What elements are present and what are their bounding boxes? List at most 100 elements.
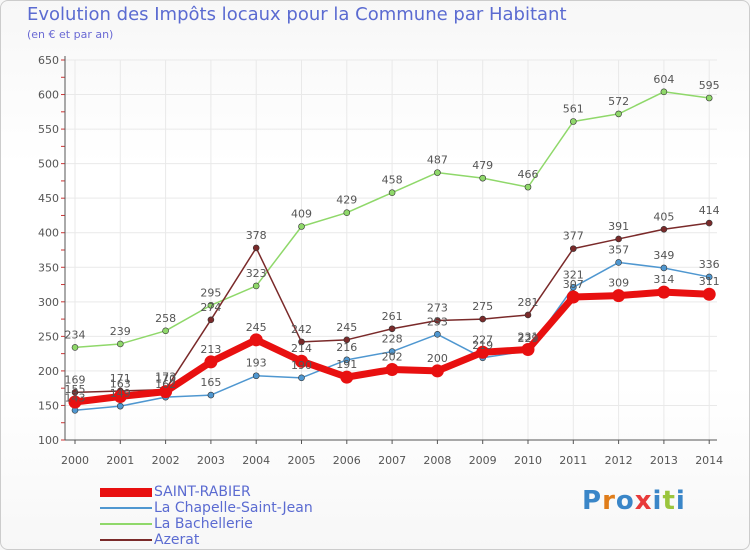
- data-point: [569, 284, 577, 291]
- data-point: [615, 235, 622, 243]
- data-point: [385, 363, 399, 377]
- data-point: [434, 169, 441, 176]
- data-point: [343, 209, 351, 216]
- chart-title: Evolution des Impôts locaux pour la Comm…: [27, 4, 567, 25]
- data-point: [566, 290, 580, 304]
- data-label: 258: [155, 312, 176, 325]
- data-point: [660, 225, 668, 233]
- data-label: 200: [427, 352, 448, 365]
- data-point: [68, 395, 82, 409]
- data-point: [298, 223, 305, 230]
- data-point: [204, 355, 218, 369]
- y-tick-label: 100: [38, 434, 59, 447]
- data-point: [388, 348, 396, 355]
- data-point: [569, 118, 577, 125]
- data-point: [521, 342, 535, 356]
- y-tick-label: 550: [38, 123, 59, 136]
- x-tick-label: 2006: [333, 454, 361, 467]
- data-label: 155: [65, 383, 86, 396]
- y-tick-label: 650: [38, 54, 59, 67]
- data-label: 216: [336, 341, 357, 354]
- data-point: [434, 330, 441, 338]
- legend-label: La Chapelle-Saint-Jean: [154, 500, 313, 516]
- data-label: 170: [155, 373, 176, 386]
- x-tick-label: 2005: [288, 454, 316, 467]
- data-label: 378: [246, 229, 267, 242]
- data-label: 295: [200, 286, 221, 299]
- data-point: [524, 183, 532, 191]
- data-point: [71, 389, 79, 396]
- data-label: 213: [200, 343, 221, 356]
- data-point: [660, 88, 668, 96]
- data-label: 163: [110, 377, 131, 390]
- y-tick-label: 500: [38, 158, 59, 171]
- y-tick-label: 200: [38, 365, 59, 378]
- data-label: 245: [336, 321, 357, 334]
- data-point: [298, 374, 305, 382]
- y-tick-label: 300: [38, 296, 59, 309]
- legend-label: Azerat: [154, 532, 200, 548]
- data-label: 171: [110, 372, 131, 385]
- x-tick-label: 2004: [242, 454, 270, 467]
- data-point: [657, 285, 671, 299]
- data-point: [249, 333, 263, 347]
- data-label: 193: [246, 357, 267, 370]
- data-point: [162, 327, 169, 335]
- x-tick-label: 2003: [197, 454, 225, 467]
- proxiti-logo: Proxiti: [582, 486, 686, 516]
- data-point: [113, 389, 127, 403]
- x-tick-label: 2008: [423, 454, 451, 467]
- data-label: 273: [427, 301, 448, 314]
- data-label: 245: [246, 321, 267, 334]
- data-label: 214: [291, 342, 312, 355]
- data-label: 202: [382, 351, 403, 364]
- data-label: 307: [563, 278, 584, 291]
- data-point: [479, 315, 487, 323]
- data-point: [705, 219, 713, 227]
- data-label: 229: [518, 332, 539, 345]
- data-label: 479: [472, 159, 493, 172]
- legend-swatch: [100, 507, 152, 509]
- data-label: 275: [472, 300, 493, 313]
- legend-label: La Bachellerie: [154, 516, 253, 532]
- x-tick-label: 2012: [605, 454, 633, 467]
- data-point: [705, 273, 713, 281]
- data-point: [702, 287, 716, 301]
- data-label: 228: [382, 333, 403, 346]
- data-label: 261: [382, 310, 403, 323]
- data-point: [117, 340, 124, 348]
- data-label: 149: [110, 387, 131, 400]
- data-point: [434, 317, 441, 324]
- data-point: [252, 282, 260, 290]
- y-tick-label: 150: [38, 399, 59, 412]
- data-label: 604: [653, 73, 674, 86]
- data-point: [705, 94, 713, 102]
- data-point: [298, 338, 305, 346]
- y-tick-label: 250: [38, 330, 59, 343]
- data-label: 274: [200, 301, 221, 314]
- data-label: 595: [699, 79, 720, 92]
- data-point: [295, 354, 308, 368]
- data-label: 253: [427, 315, 448, 328]
- data-point: [340, 370, 354, 384]
- data-label: 190: [291, 359, 312, 372]
- data-point: [524, 311, 532, 319]
- data-label: 391: [608, 220, 629, 233]
- data-point: [71, 344, 79, 351]
- data-label: 231: [518, 330, 539, 343]
- data-point: [207, 301, 215, 309]
- data-label: 242: [291, 323, 312, 336]
- data-label: 323: [246, 267, 267, 280]
- data-point: [388, 325, 396, 333]
- data-label: 165: [200, 376, 221, 389]
- data-label: 162: [155, 378, 176, 391]
- y-tick-label: 400: [38, 227, 59, 240]
- data-label: 173: [155, 371, 176, 384]
- data-label: 309: [608, 277, 629, 290]
- data-label: 409: [291, 208, 312, 221]
- data-label: 414: [699, 204, 720, 217]
- data-point: [207, 316, 215, 324]
- chart-subtitle: (en € et par an): [27, 28, 114, 41]
- x-tick-label: 2014: [695, 454, 723, 467]
- data-point: [343, 356, 351, 364]
